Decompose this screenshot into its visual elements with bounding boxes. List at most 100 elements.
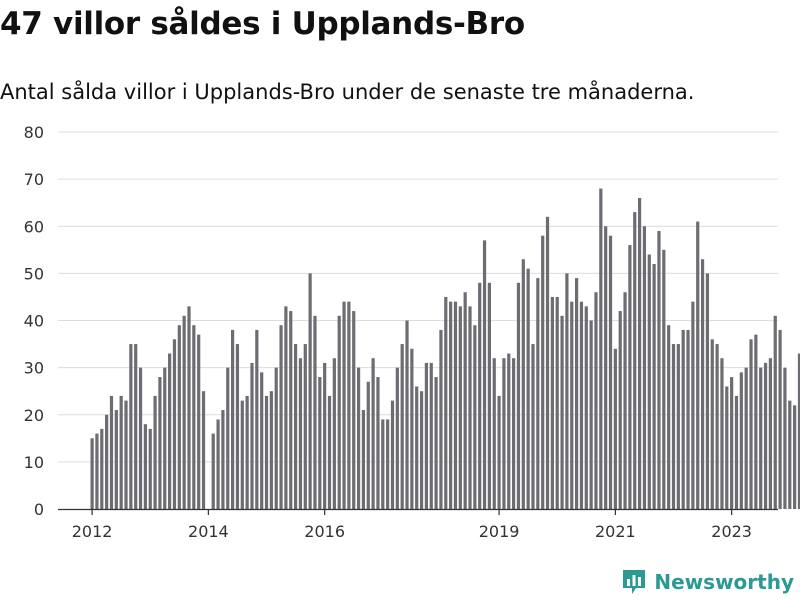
bar <box>264 395 269 509</box>
bar <box>575 278 579 509</box>
bar <box>400 344 404 509</box>
bar <box>95 433 99 509</box>
bar <box>337 315 341 509</box>
y-tick-label: 0 <box>34 500 44 519</box>
bar <box>187 306 191 509</box>
bar <box>628 245 632 509</box>
bar <box>434 377 438 509</box>
bar <box>439 329 443 509</box>
bar <box>318 377 322 509</box>
bar <box>245 395 249 509</box>
bar <box>618 311 622 509</box>
bar <box>671 344 676 509</box>
bar <box>623 292 627 509</box>
bar <box>749 339 753 509</box>
bar <box>298 358 303 509</box>
bar <box>652 263 656 509</box>
bar <box>560 315 564 509</box>
y-axis-ticks: 0 10 20 30 40 50 60 70 80 <box>24 123 44 519</box>
bar <box>289 311 293 509</box>
bar <box>555 296 559 509</box>
bar <box>381 419 385 509</box>
chart-subtitle: Antal sålda villor i Upplands-Bro under … <box>0 80 695 104</box>
bar <box>730 377 734 509</box>
bar <box>497 395 501 509</box>
bar <box>90 438 94 509</box>
bar <box>313 315 317 509</box>
bar <box>114 410 118 509</box>
bar <box>691 301 695 509</box>
bar <box>119 395 123 509</box>
bar <box>342 301 346 509</box>
bar <box>172 339 177 509</box>
y-tick-label: 70 <box>24 170 44 189</box>
bar <box>657 230 661 509</box>
bar <box>376 377 380 509</box>
bar <box>788 400 792 509</box>
bar <box>327 395 332 509</box>
bar <box>453 301 458 509</box>
x-tick-label: 2014 <box>188 522 229 541</box>
bar <box>725 386 729 509</box>
bar <box>492 358 496 509</box>
bar <box>512 358 516 509</box>
bar <box>405 320 409 509</box>
bar <box>521 259 525 509</box>
bar <box>143 424 147 509</box>
bar <box>386 419 390 509</box>
bar <box>482 240 487 509</box>
bar <box>250 362 254 509</box>
y-tick-label: 30 <box>24 359 44 378</box>
bar <box>507 353 511 509</box>
bar <box>308 273 312 509</box>
bar <box>516 282 521 509</box>
bar <box>797 353 800 509</box>
y-tick-label: 50 <box>24 264 44 283</box>
bar <box>710 339 714 509</box>
bar <box>100 428 104 509</box>
bar <box>410 348 414 509</box>
bar <box>177 325 181 509</box>
bar <box>705 273 710 509</box>
x-axis-ticks: 2012201420162019202120232025 <box>72 509 752 541</box>
bar <box>221 410 225 509</box>
bar <box>361 410 366 509</box>
bar <box>599 188 603 510</box>
bar <box>109 395 114 509</box>
bar <box>487 282 491 509</box>
bar <box>129 344 133 509</box>
bar <box>163 367 167 509</box>
newsworthy-logo: Newsworthy <box>621 568 794 596</box>
bar <box>458 306 462 509</box>
bar <box>734 395 739 509</box>
bar <box>642 226 647 509</box>
bar <box>216 419 220 509</box>
bar <box>463 292 467 509</box>
bar <box>531 344 535 509</box>
y-tick-label: 60 <box>24 217 44 236</box>
bar <box>303 344 307 509</box>
bar <box>260 372 264 509</box>
bar <box>231 329 235 509</box>
x-tick-label: 2019 <box>479 522 520 541</box>
bar <box>371 358 375 509</box>
bar <box>613 348 617 509</box>
bar <box>182 315 186 509</box>
bar <box>536 278 540 509</box>
bar-chart: 0 10 20 30 40 50 60 70 80 2012 2014 2016 2019 2021 20… <box>24 123 800 541</box>
bar <box>584 306 588 509</box>
bar <box>594 292 598 509</box>
bar <box>284 306 288 509</box>
bar <box>390 400 395 509</box>
bar <box>778 329 782 509</box>
bar <box>676 344 680 509</box>
x-tick-label: 2012 <box>72 522 113 541</box>
bar <box>356 367 361 509</box>
bar <box>754 334 758 509</box>
bar <box>424 362 429 509</box>
chart-title: 47 villor såldes i Upplands-Bro <box>0 6 525 42</box>
bar <box>541 235 545 510</box>
bar <box>662 249 666 509</box>
bar <box>279 325 283 509</box>
bar <box>235 344 240 509</box>
